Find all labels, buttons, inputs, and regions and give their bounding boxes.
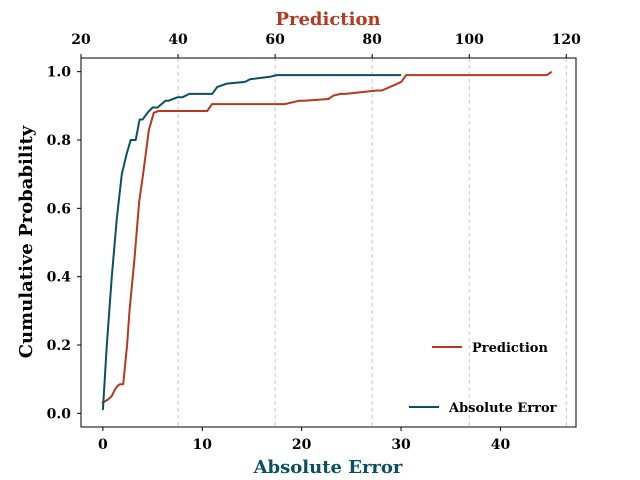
y-tick-label-0.6: 0.6 bbox=[47, 201, 71, 217]
top-tick-label-20: 20 bbox=[71, 32, 91, 48]
y-tick-label-0.4: 0.4 bbox=[47, 270, 72, 286]
top-tick-label-60: 60 bbox=[265, 32, 285, 48]
top-tick-label-100: 100 bbox=[455, 32, 484, 48]
tick-layer: 20 40 60 80 100 120 0 10 20 30 40 0.0 0.2 0.4 0.6 0.8 1.… bbox=[47, 32, 582, 453]
bottom-tick-label-30: 30 bbox=[391, 437, 411, 453]
legend-label-absolute-error: Absolute Error bbox=[448, 401, 557, 416]
top-tick-label-80: 80 bbox=[362, 32, 382, 48]
bottom-axis-title: Absolute Error bbox=[253, 457, 403, 478]
series-layer bbox=[101, 70, 553, 410]
bottom-tick-label-10: 10 bbox=[193, 437, 213, 453]
bottom-tick-label-20: 20 bbox=[292, 437, 312, 453]
legend-item-prediction: Prediction bbox=[432, 341, 548, 356]
top-tick-label-120: 120 bbox=[552, 32, 581, 48]
legend-item-absolute-error: Absolute Error bbox=[409, 401, 557, 416]
y-tick-label-0.2: 0.2 bbox=[47, 338, 71, 354]
gridlines bbox=[177, 58, 567, 427]
series-line-prediction bbox=[101, 70, 553, 404]
bottom-tick-label-40: 40 bbox=[491, 437, 511, 453]
legend-label-prediction: Prediction bbox=[472, 341, 548, 356]
bottom-tick-label-0: 0 bbox=[98, 437, 108, 453]
y-tick-label-0.8: 0.8 bbox=[47, 133, 71, 149]
top-axis-title: Prediction bbox=[275, 9, 380, 30]
plot-frame bbox=[80, 57, 577, 428]
y-tick-label-1: 1.0 bbox=[47, 65, 72, 81]
top-tick-label-40: 40 bbox=[168, 32, 188, 48]
y-tick-label-0: 0.0 bbox=[47, 406, 72, 422]
y-axis-title: Cumulative Probability bbox=[16, 125, 37, 358]
series-line-absolute-error bbox=[101, 74, 402, 410]
